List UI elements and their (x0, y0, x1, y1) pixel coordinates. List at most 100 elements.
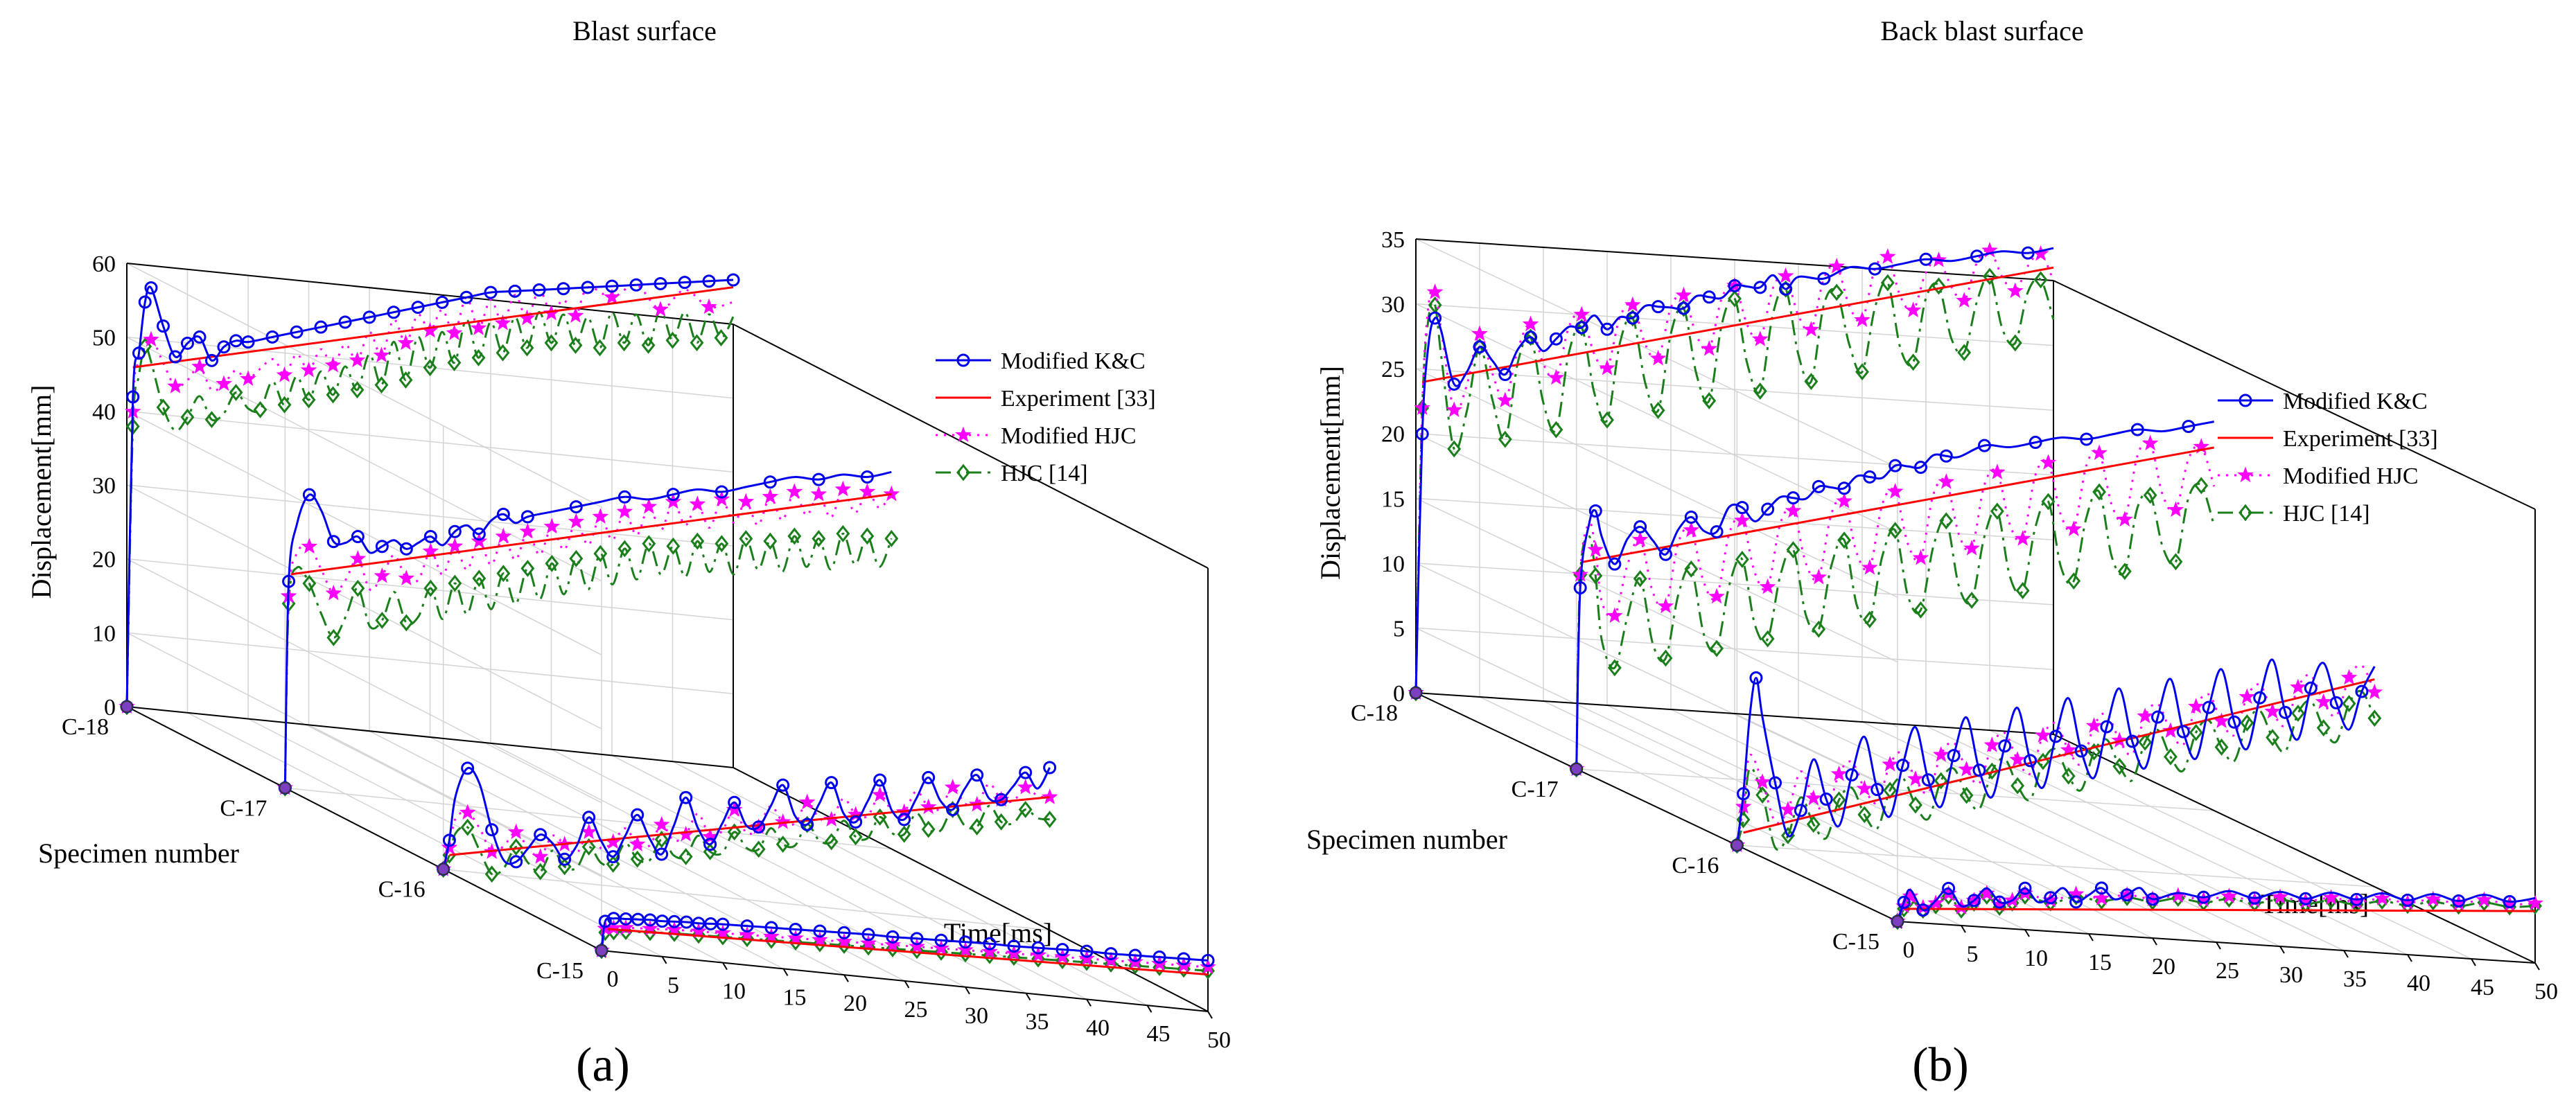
data-point-hjc_mod (883, 485, 900, 502)
data-point-hjc_mod (981, 943, 998, 959)
data-point-kc (2100, 720, 2114, 734)
z-tick-label: 20 (1381, 422, 1405, 448)
data-point-hjc (1880, 274, 1895, 292)
data-point-kc (1573, 581, 1587, 594)
data-point-hjc_mod (276, 366, 293, 382)
x-tick-label: 50 (1207, 1027, 1231, 1053)
legend-marker (2238, 394, 2252, 407)
data-point-hjc_mod (2476, 891, 2493, 908)
data-point-kc (2021, 246, 2035, 260)
data-point-kc (1702, 290, 1716, 304)
data-point-hjc (1728, 290, 1742, 308)
data-point-kc (1967, 894, 1981, 908)
data-point-hjc (326, 386, 340, 404)
data-point-hjc (2164, 748, 2178, 766)
data-point-hjc (2092, 483, 2106, 501)
x-tick-label: 0 (1903, 937, 1915, 963)
data-point-hjc_mod (1882, 755, 1898, 772)
data-point-hjc_mod (1606, 607, 1623, 624)
specimen-C-18 (119, 273, 740, 716)
data-point-hjc_mod (1932, 746, 1949, 762)
data-point-hjc (848, 828, 863, 846)
data-point-hjc_mod (1751, 330, 1769, 346)
data-point-kc (1128, 948, 1142, 962)
data-point-kc (679, 790, 693, 804)
data-point-hjc_mod (933, 939, 949, 956)
series-line-kc-C-15 (600, 917, 1209, 962)
data-point-hjc_mod (1989, 463, 2006, 479)
axis-frame (1415, 238, 2054, 281)
data-point-kc (2503, 895, 2516, 909)
x-tick-label: 15 (2088, 950, 2112, 975)
data-point-kc (1710, 525, 1724, 539)
data-point-hjc (2342, 695, 2356, 713)
data-point-kc (910, 932, 924, 946)
category-tick-label: C-15 (1832, 929, 1880, 955)
data-point-hjc_mod (1830, 765, 1848, 781)
data-point-hjc_mod (1803, 321, 1820, 337)
data-point-hjc_mod (324, 356, 342, 373)
origin-point (595, 944, 608, 957)
data-point-hjc (1549, 421, 1563, 439)
x-tick-mark (2279, 946, 2285, 954)
data-point-kc (1633, 520, 1647, 533)
data-point-hjc_mod (2006, 282, 2024, 299)
data-point-hjc (569, 549, 584, 567)
z-tick-label: 10 (92, 621, 116, 646)
data-point-hjc (861, 938, 875, 956)
data-point-hjc_mod (2085, 717, 2103, 733)
axis-frame (2053, 280, 2536, 510)
z-tick-label: 50 (92, 326, 116, 351)
data-point-hjc_mod (640, 498, 658, 514)
grid-line (1989, 730, 2472, 960)
data-point-hjc_mod (798, 793, 816, 810)
data-point-hjc (1633, 569, 1647, 587)
data-point-kc (290, 325, 304, 339)
data-point-hjc_mod (1912, 549, 1929, 565)
x-tick-label: 30 (2279, 962, 2303, 988)
data-point-hjc (2194, 477, 2209, 495)
data-point-hjc_mod (1983, 736, 2001, 752)
data-point-hjc (1735, 551, 1749, 568)
data-point-kc (789, 922, 803, 936)
data-point-kc (1761, 502, 1775, 516)
data-point-hjc (2008, 334, 2022, 352)
data-point-hjc (277, 396, 292, 414)
data-point-hjc_mod (2093, 890, 2110, 905)
data-point-hjc_mod (1735, 798, 1752, 814)
data-point-kc (472, 527, 486, 541)
data-point-kc (1896, 759, 1910, 772)
data-point-kc (1447, 377, 1461, 391)
data-point-kc (813, 924, 827, 938)
data-point-kc (897, 813, 911, 826)
data-point-kc (532, 283, 546, 297)
data-point-hjc (2061, 767, 2076, 785)
z-tick-label: 0 (1393, 681, 1405, 707)
data-point-kc (1863, 470, 1877, 484)
data-point-kc (752, 820, 766, 834)
legend-label: HJC [14] (2283, 501, 2370, 527)
data-point-hjc (860, 527, 875, 545)
legend: Modified K&C Experiment [33] Modified HJC H… (2218, 389, 2438, 527)
data-point-hjc_mod (2424, 890, 2442, 907)
data-point-hjc (1104, 955, 1118, 973)
grid-line (1737, 845, 2375, 887)
axis-frame (733, 324, 1209, 569)
data-point-hjc_mod (2117, 511, 2133, 527)
data-point-kc (2253, 691, 2267, 705)
series-line-experiment-C-15 (1904, 908, 2536, 912)
x-tick-mark (2407, 954, 2412, 962)
data-point-kc (1524, 330, 1538, 344)
data-point-hjc_mod (1856, 779, 1873, 796)
data-point-kc (2018, 881, 2032, 895)
data-point-kc (631, 912, 645, 926)
data-point-hjc (2316, 719, 2331, 737)
data-point-kc (692, 917, 706, 930)
data-point-hjc_mod (143, 330, 159, 347)
grid-line (672, 761, 1148, 1006)
data-point-kc (1737, 787, 1751, 801)
data-point-hjc_mod (1938, 473, 1955, 489)
data-point-hjc (545, 554, 559, 572)
data-point-hjc_mod (2220, 887, 2238, 903)
series-line-experiment-C-17 (290, 493, 892, 576)
